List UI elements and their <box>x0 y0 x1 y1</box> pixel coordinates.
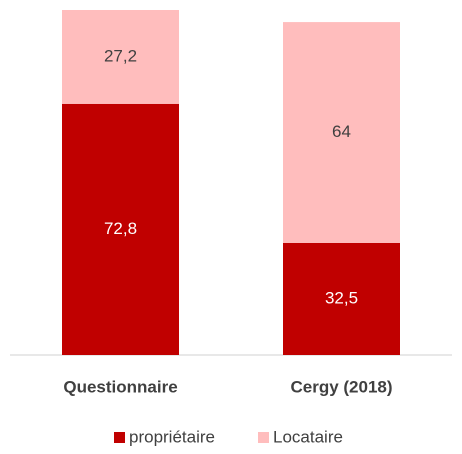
bar-segment <box>283 22 400 243</box>
legend-label: Locataire <box>273 427 343 446</box>
value-label: 72,8 <box>104 219 137 238</box>
bar-segment <box>62 10 179 104</box>
value-label: 64 <box>332 122 351 141</box>
bar-segment <box>62 103 179 355</box>
bar-segment <box>283 242 400 355</box>
value-label: 32,5 <box>325 288 358 307</box>
value-label: 27,2 <box>104 46 137 65</box>
x-tick-label: Cergy (2018) <box>290 377 392 396</box>
x-tick-label: Questionnaire <box>63 377 177 396</box>
legend-swatch <box>258 432 269 443</box>
legend-swatch <box>114 432 125 443</box>
legend-label: propriétaire <box>129 427 215 446</box>
